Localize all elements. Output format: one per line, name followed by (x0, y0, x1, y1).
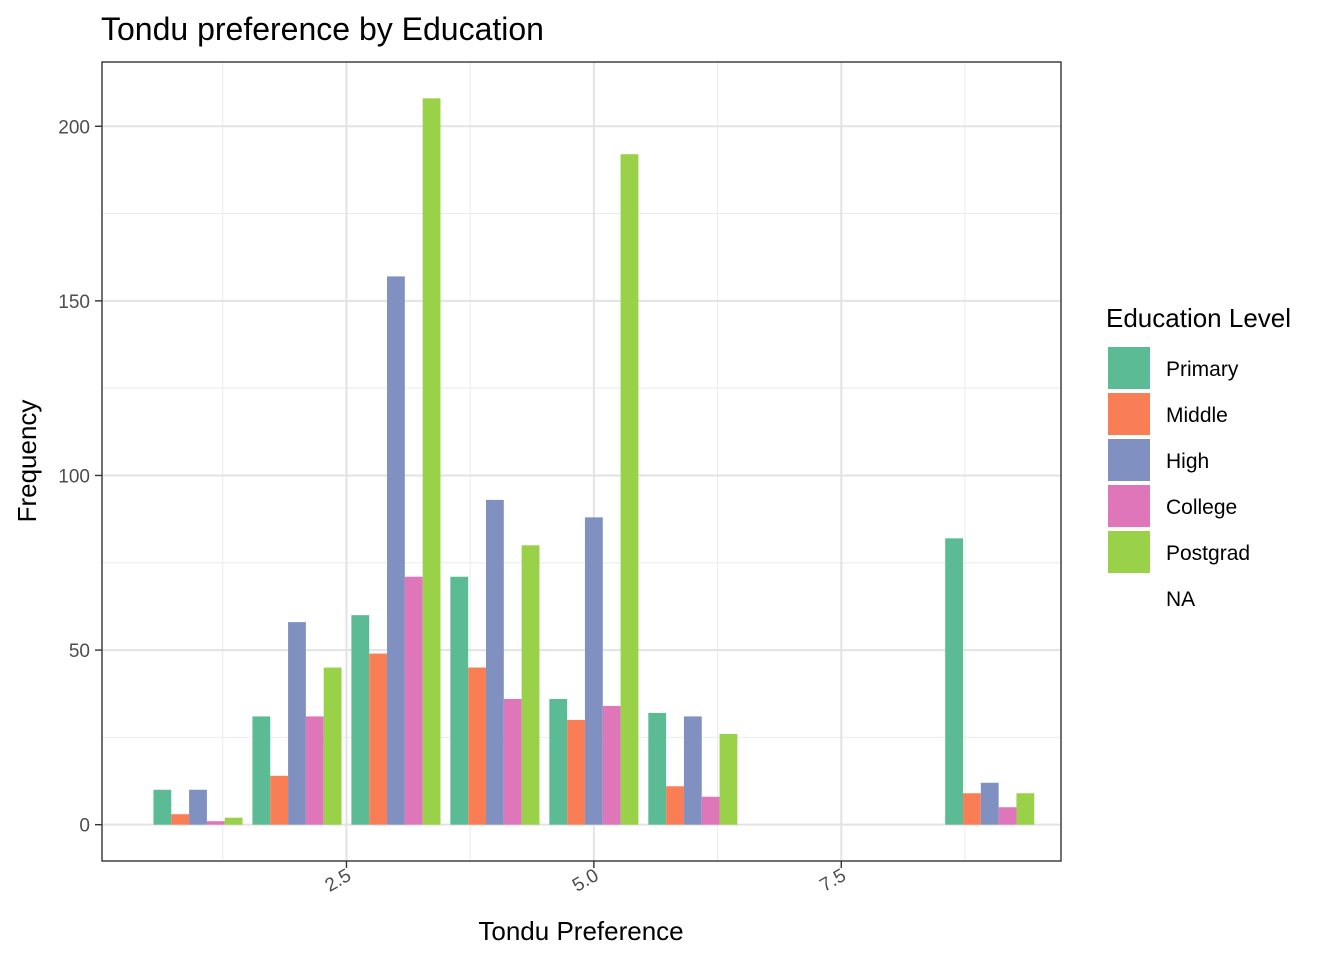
bar-college-2 (305, 716, 324, 825)
x-axis: 2.5 5.0 7.5 (322, 861, 850, 897)
legend-label-na: NA (1166, 588, 1195, 611)
bar-college-5 (602, 705, 621, 825)
bar-postgrad-1 (224, 817, 243, 825)
bar-postgrad-5 (620, 154, 639, 825)
x-axis-title: Tondu Preference (478, 916, 683, 946)
legend-label-primary: Primary (1166, 358, 1239, 381)
bar-postgrad-6 (719, 733, 738, 825)
legend-key-middle (1108, 393, 1150, 435)
bar-middle-9 (963, 793, 981, 825)
legend-key-postgrad (1108, 531, 1150, 573)
y-tick-label: 200 (58, 117, 90, 138)
bar-middle-3 (369, 653, 388, 825)
bar-high-6 (683, 716, 702, 825)
legend-key-college (1108, 485, 1150, 527)
bar-high-2 (288, 622, 306, 825)
legend-label-postgrad: Postgrad (1166, 542, 1250, 565)
bar-primary-3 (351, 615, 370, 825)
bar-postgrad-3 (422, 98, 441, 825)
x-tick-label: 7.5 (816, 865, 849, 896)
y-tick-label: 50 (69, 641, 90, 662)
bar-primary-1 (153, 789, 172, 825)
bar-college-4 (503, 698, 522, 825)
legend-key-high (1108, 439, 1150, 481)
y-axis-title: Frequency (12, 400, 42, 523)
bars (153, 98, 1035, 825)
legend-label-high: High (1166, 450, 1209, 473)
bar-high-5 (584, 517, 603, 825)
bar-college-3 (404, 576, 423, 825)
y-tick-label: 0 (79, 816, 90, 837)
bar-primary-6 (648, 712, 667, 825)
legend-title: Education Level (1106, 303, 1291, 333)
bar-primary-9 (945, 538, 964, 825)
legend-label-college: College (1166, 496, 1237, 519)
bar-middle-5 (567, 719, 585, 825)
y-tick-label: 150 (58, 292, 90, 313)
bar-primary-2 (252, 716, 271, 825)
bar-high-1 (189, 789, 207, 825)
bar-middle-4 (468, 667, 486, 825)
legend: Education Level Primary Middle High College… (1106, 303, 1291, 611)
bar-high-3 (387, 276, 405, 825)
bar-college-9 (998, 807, 1017, 825)
bar-middle-6 (666, 786, 684, 825)
legend-label-middle: Middle (1166, 404, 1228, 427)
y-tick-label: 100 (58, 466, 90, 487)
bar-primary-4 (450, 576, 469, 825)
bar-middle-1 (171, 814, 190, 825)
bar-postgrad-9 (1016, 793, 1035, 825)
bar-middle-2 (270, 775, 289, 825)
bar-college-1 (206, 821, 225, 825)
legend-key-primary (1108, 347, 1150, 389)
bar-college-6 (701, 796, 720, 825)
x-tick-label: 5.0 (569, 865, 602, 896)
bar-high-4 (485, 499, 504, 825)
plot-border (101, 61, 1062, 862)
bar-postgrad-4 (521, 545, 540, 825)
chart-title: Tondu preference by Education (101, 11, 544, 47)
y-axis: 0 50 100 150 200 (58, 117, 102, 837)
bar-primary-5 (549, 698, 568, 825)
bar-postgrad-2 (323, 667, 342, 825)
bar-high-9 (980, 782, 999, 825)
x-tick-label: 2.5 (322, 865, 355, 896)
